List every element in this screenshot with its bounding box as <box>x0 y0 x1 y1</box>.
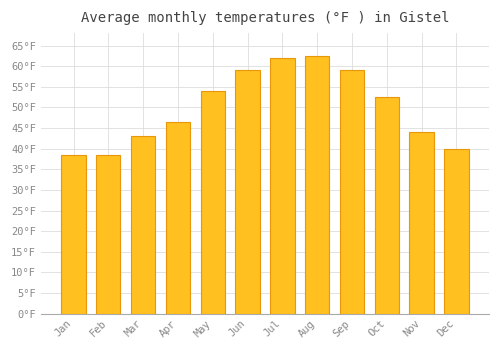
Bar <box>340 70 364 314</box>
Bar <box>236 70 260 314</box>
Bar <box>374 97 399 314</box>
Title: Average monthly temperatures (°F ) in Gistel: Average monthly temperatures (°F ) in Gi… <box>80 11 449 25</box>
Bar <box>166 122 190 314</box>
Bar <box>131 136 156 314</box>
Bar <box>200 91 225 314</box>
Bar <box>444 149 468 314</box>
Bar <box>62 155 86 314</box>
Bar <box>410 132 434 314</box>
Bar <box>305 56 330 314</box>
Bar <box>96 155 120 314</box>
Bar <box>270 58 294 314</box>
